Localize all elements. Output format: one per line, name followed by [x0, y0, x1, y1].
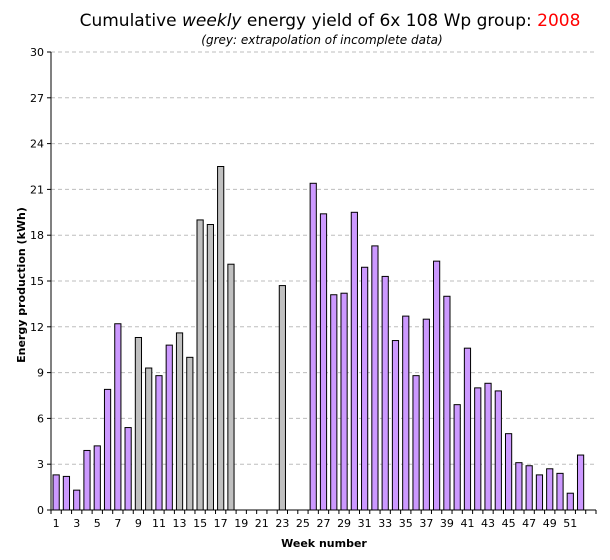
x-tick-label: 23: [275, 517, 289, 530]
bar-complete: [494, 390, 502, 511]
bar-extrapolated: [145, 367, 153, 511]
x-tick-label: 51: [563, 517, 577, 530]
x-tick-label: 29: [337, 517, 351, 530]
bar-extrapolated: [278, 285, 286, 511]
bar-complete: [319, 213, 328, 511]
bar-complete: [83, 449, 91, 511]
x-tick-label: 19: [234, 517, 248, 530]
bar-complete: [103, 388, 112, 511]
title-year: 2008: [537, 11, 580, 31]
bar-extrapolated: [134, 336, 143, 511]
bar-complete: [62, 475, 71, 511]
x-tick-label: 17: [214, 517, 228, 530]
chart-subtitle: (grey: extrapolation of incomplete data): [201, 33, 442, 47]
x-tick-label: 37: [419, 517, 433, 530]
bar-complete: [361, 266, 369, 511]
title-middle: energy yield of 6x 108 Wp group:: [241, 11, 537, 31]
bar-complete: [73, 489, 81, 511]
bar-complete: [93, 445, 101, 511]
y-tick-label: 9: [37, 367, 44, 380]
y-tick-label: 12: [30, 321, 44, 334]
bar-extrapolated: [217, 166, 225, 511]
x-tick-label: 35: [399, 517, 413, 530]
bar-complete: [52, 474, 60, 511]
bars: [52, 166, 585, 511]
y-tick-label: 0: [37, 504, 44, 517]
x-tick-label: 27: [317, 517, 331, 530]
bar-complete: [443, 295, 451, 511]
y-tick-label: 21: [30, 183, 44, 196]
bar-extrapolated: [206, 224, 214, 511]
x-tick-label: 9: [135, 517, 142, 530]
bar-complete: [350, 211, 358, 511]
bar-complete: [453, 404, 461, 511]
bar-complete: [402, 315, 410, 511]
x-tick-label: 15: [193, 517, 207, 530]
bar-complete: [474, 387, 482, 511]
x-tick-label: 13: [173, 517, 187, 530]
bar-complete: [504, 433, 513, 511]
title-emphasis: weekly: [182, 11, 242, 31]
bar-extrapolated: [227, 263, 235, 511]
x-tick-label: 45: [502, 517, 516, 530]
bar-complete: [371, 245, 379, 511]
x-tick-label: 1: [53, 517, 60, 530]
y-tick-label: 27: [30, 92, 44, 105]
x-tick-label: 21: [255, 517, 269, 530]
bar-complete: [525, 465, 533, 511]
bar-complete: [422, 318, 430, 511]
y-tick-label: 15: [30, 275, 44, 288]
bar-complete: [576, 454, 585, 511]
bar-complete: [546, 468, 554, 511]
bar-complete: [114, 323, 122, 511]
x-tick-label: 25: [296, 517, 310, 530]
y-tick-label: 3: [37, 458, 44, 471]
bar-complete: [433, 260, 441, 511]
bar-complete: [165, 344, 173, 511]
x-tick-label: 5: [94, 517, 101, 530]
y-tick-label: 6: [37, 412, 44, 425]
bar-complete: [463, 347, 472, 511]
bar-extrapolated: [186, 356, 194, 511]
bar-complete: [309, 182, 317, 511]
bar-complete: [566, 492, 574, 511]
x-tick-label: 49: [543, 517, 557, 530]
bar-complete: [391, 340, 400, 511]
title-prefix: Cumulative: [80, 11, 182, 31]
bar-complete: [412, 375, 420, 511]
y-tick-label: 18: [30, 229, 44, 242]
bar-complete: [556, 472, 564, 511]
bar-complete: [381, 275, 389, 511]
bar-extrapolated: [196, 219, 204, 511]
bar-complete: [124, 427, 132, 511]
x-tick-label: 7: [114, 517, 121, 530]
bar-complete: [515, 462, 523, 511]
x-axis-label: Week number: [281, 537, 367, 550]
x-tick-label: 47: [522, 517, 536, 530]
x-tick-label: 31: [358, 517, 372, 530]
bar-extrapolated: [175, 332, 184, 511]
x-tick-label: 3: [73, 517, 80, 530]
x-tick-label: 11: [152, 517, 166, 530]
x-tick-label: 41: [460, 517, 474, 530]
chart-title: Cumulative weekly energy yield of 6x 108…: [80, 11, 581, 31]
x-tick-label: 39: [440, 517, 454, 530]
x-tick-label: 33: [378, 517, 392, 530]
x-tick-label: 43: [481, 517, 495, 530]
y-tick-label: 24: [30, 138, 44, 151]
bar-complete: [155, 375, 163, 511]
bar-complete: [535, 474, 544, 511]
y-tick-label: 30: [30, 46, 44, 59]
bar-complete: [340, 292, 348, 511]
bar-complete: [330, 294, 338, 511]
y-axis-label: Energy production (kWh): [15, 207, 28, 363]
bar-complete: [484, 382, 492, 511]
